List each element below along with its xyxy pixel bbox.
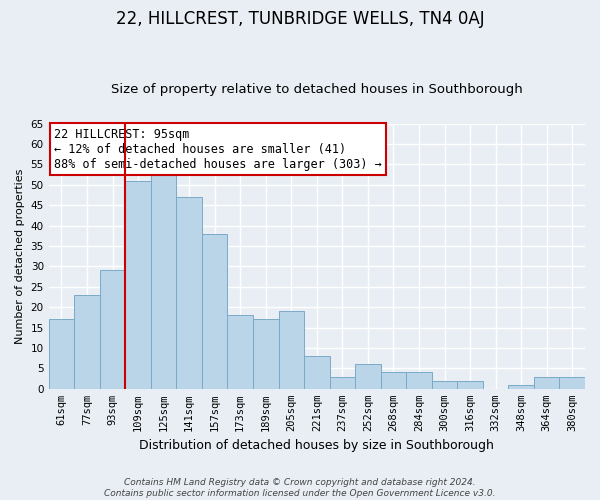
Bar [559, 376, 585, 389]
Bar [278, 312, 304, 389]
Bar [151, 168, 176, 389]
Bar [355, 364, 380, 389]
Bar [457, 380, 483, 389]
Title: Size of property relative to detached houses in Southborough: Size of property relative to detached ho… [111, 83, 523, 96]
X-axis label: Distribution of detached houses by size in Southborough: Distribution of detached houses by size … [139, 440, 494, 452]
Bar [176, 197, 202, 389]
Text: Contains HM Land Registry data © Crown copyright and database right 2024.
Contai: Contains HM Land Registry data © Crown c… [104, 478, 496, 498]
Bar [329, 376, 355, 389]
Bar [508, 384, 534, 389]
Text: 22, HILLCREST, TUNBRIDGE WELLS, TN4 0AJ: 22, HILLCREST, TUNBRIDGE WELLS, TN4 0AJ [116, 10, 484, 28]
Bar [227, 316, 253, 389]
Bar [253, 320, 278, 389]
Bar [74, 295, 100, 389]
Bar [100, 270, 125, 389]
Text: 22 HILLCREST: 95sqm
← 12% of detached houses are smaller (41)
88% of semi-detach: 22 HILLCREST: 95sqm ← 12% of detached ho… [54, 128, 382, 170]
Bar [202, 234, 227, 389]
Bar [380, 372, 406, 389]
Y-axis label: Number of detached properties: Number of detached properties [15, 168, 25, 344]
Bar [534, 376, 559, 389]
Bar [432, 380, 457, 389]
Bar [125, 180, 151, 389]
Bar [49, 320, 74, 389]
Bar [406, 372, 432, 389]
Bar [304, 356, 329, 389]
